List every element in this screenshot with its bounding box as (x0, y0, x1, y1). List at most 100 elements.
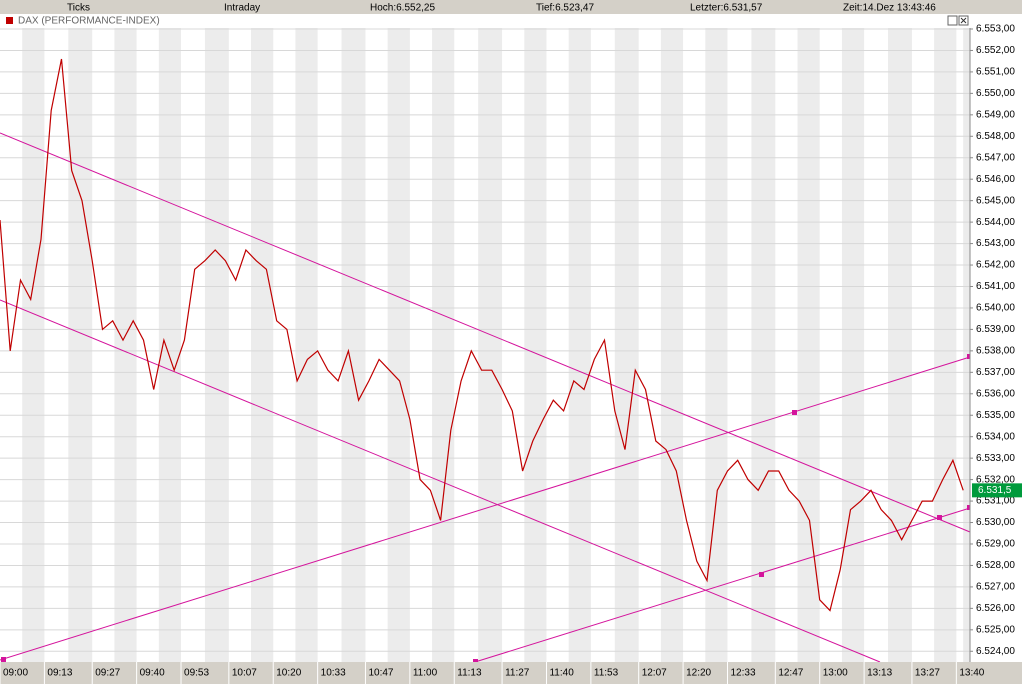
y-tick-label: 6.546,00 (976, 174, 1015, 185)
y-tick-label: 6.542,00 (976, 260, 1015, 271)
y-tick-label: 6.526,00 (976, 603, 1015, 614)
stripe (797, 28, 820, 662)
time: Zeit:14.Dez 13:43:46 (843, 3, 936, 14)
trend-handle[interactable] (473, 659, 478, 664)
x-tick-label: 09:27 (95, 668, 120, 679)
x-tick-label: 11:13 (457, 668, 482, 679)
stripe (432, 28, 455, 662)
x-tick-label: 10:20 (276, 668, 301, 679)
x-axis-bar (0, 662, 1022, 684)
y-tick-label: 6.533,00 (976, 453, 1015, 464)
x-tick-label: 10:33 (321, 668, 346, 679)
x-tick-label: 13:00 (823, 668, 848, 679)
y-tick-label: 6.552,00 (976, 45, 1015, 56)
window-button[interactable] (947, 15, 958, 26)
x-tick-label: 13:27 (915, 668, 940, 679)
stripe (888, 28, 912, 662)
stripe (568, 28, 591, 662)
stripe (114, 28, 137, 662)
y-tick-label: 6.525,00 (976, 624, 1015, 635)
y-tick-label: 6.532,00 (976, 474, 1015, 485)
stripe (751, 28, 776, 662)
stripe (705, 28, 728, 662)
y-axis-panel (970, 28, 1022, 662)
stripe (614, 28, 639, 662)
stripe (934, 28, 957, 662)
y-tick-label: 6.551,00 (976, 67, 1015, 78)
stripe (660, 28, 684, 662)
header-bar (0, 0, 1022, 14)
legend-swatch (6, 17, 13, 24)
y-tick-label: 6.541,00 (976, 281, 1015, 292)
x-tick-label: 12:07 (642, 668, 667, 679)
last-value-box (972, 483, 1022, 498)
y-tick-label: 6.536,00 (976, 388, 1015, 399)
y-tick-label: 6.534,00 (976, 431, 1015, 442)
trend-handle[interactable] (1, 657, 6, 662)
x-tick-label: 09:53 (184, 668, 209, 679)
trend-handle[interactable] (759, 572, 764, 577)
stripe (251, 28, 274, 662)
y-tick-label: 6.544,00 (976, 217, 1015, 228)
trend-handle[interactable] (937, 515, 942, 520)
low: Tief:6.523,47 (536, 3, 594, 14)
mode[interactable]: Ticks (67, 3, 90, 14)
y-tick-label: 6.550,00 (976, 88, 1015, 99)
y-tick-label: 6.528,00 (976, 560, 1015, 571)
last-value-label: 6.531,5 (978, 485, 1012, 496)
y-tick-label: 6.527,00 (976, 582, 1015, 593)
y-tick-label: 6.547,00 (976, 152, 1015, 163)
x-tick-label: 11:27 (505, 668, 530, 679)
y-tick-label: 6.543,00 (976, 238, 1015, 249)
y-tick-label: 6.540,00 (976, 303, 1015, 314)
x-tick-label: 10:47 (368, 668, 393, 679)
y-tick-label: 6.545,00 (976, 195, 1015, 206)
stripe (68, 28, 93, 662)
x-tick-label: 12:20 (686, 668, 711, 679)
y-tick-label: 6.538,00 (976, 346, 1015, 357)
stripe (963, 28, 970, 662)
x-tick-label: 11:53 (594, 668, 619, 679)
y-tick-label: 6.529,00 (976, 539, 1015, 550)
stripe (478, 28, 503, 662)
trend-handle[interactable] (792, 410, 797, 415)
x-tick-label: 09:40 (140, 668, 165, 679)
price-line (0, 58, 964, 612)
stripe (204, 28, 229, 662)
stripe (295, 28, 318, 662)
y-tick-label: 6.553,00 (976, 24, 1015, 35)
y-tick-label: 6.548,00 (976, 131, 1015, 142)
y-tick-label: 6.524,00 (976, 646, 1015, 657)
trend-line[interactable] (474, 507, 971, 663)
stripe (841, 28, 865, 662)
x-tick-label: 09:00 (3, 668, 28, 679)
stripe (387, 28, 410, 662)
x-tick-label: 09:13 (47, 668, 72, 679)
trend-line[interactable] (0, 132, 971, 533)
x-tick-label: 11:00 (413, 668, 438, 679)
x-tick-label: 13:13 (867, 668, 892, 679)
trend-line[interactable] (0, 356, 971, 661)
stripe (341, 28, 366, 662)
y-tick-label: 6.530,00 (976, 517, 1015, 528)
x-tick-label: 10:07 (232, 668, 257, 679)
y-tick-label: 6.539,00 (976, 324, 1015, 335)
close-icon (960, 17, 967, 24)
y-tick-label: 6.531,00 (976, 496, 1015, 507)
y-tick-label: 6.537,00 (976, 367, 1015, 378)
trend-line[interactable] (0, 299, 881, 663)
y-tick-label: 6.549,00 (976, 109, 1015, 120)
x-tick-label: 12:33 (731, 668, 756, 679)
legend-label: DAX (PERFORMANCE-INDEX) (18, 16, 160, 27)
stripe (158, 28, 182, 662)
x-tick-label: 11:40 (549, 668, 574, 679)
y-tick-label: 6.535,00 (976, 410, 1015, 421)
x-tick-label: 12:47 (778, 668, 803, 679)
stripe (22, 28, 45, 662)
range[interactable]: Intraday (224, 3, 260, 14)
stripe (524, 28, 547, 662)
last: Letzter:6.531,57 (690, 3, 763, 14)
high: Hoch:6.552,25 (370, 3, 435, 14)
legend-bar (0, 14, 1022, 28)
